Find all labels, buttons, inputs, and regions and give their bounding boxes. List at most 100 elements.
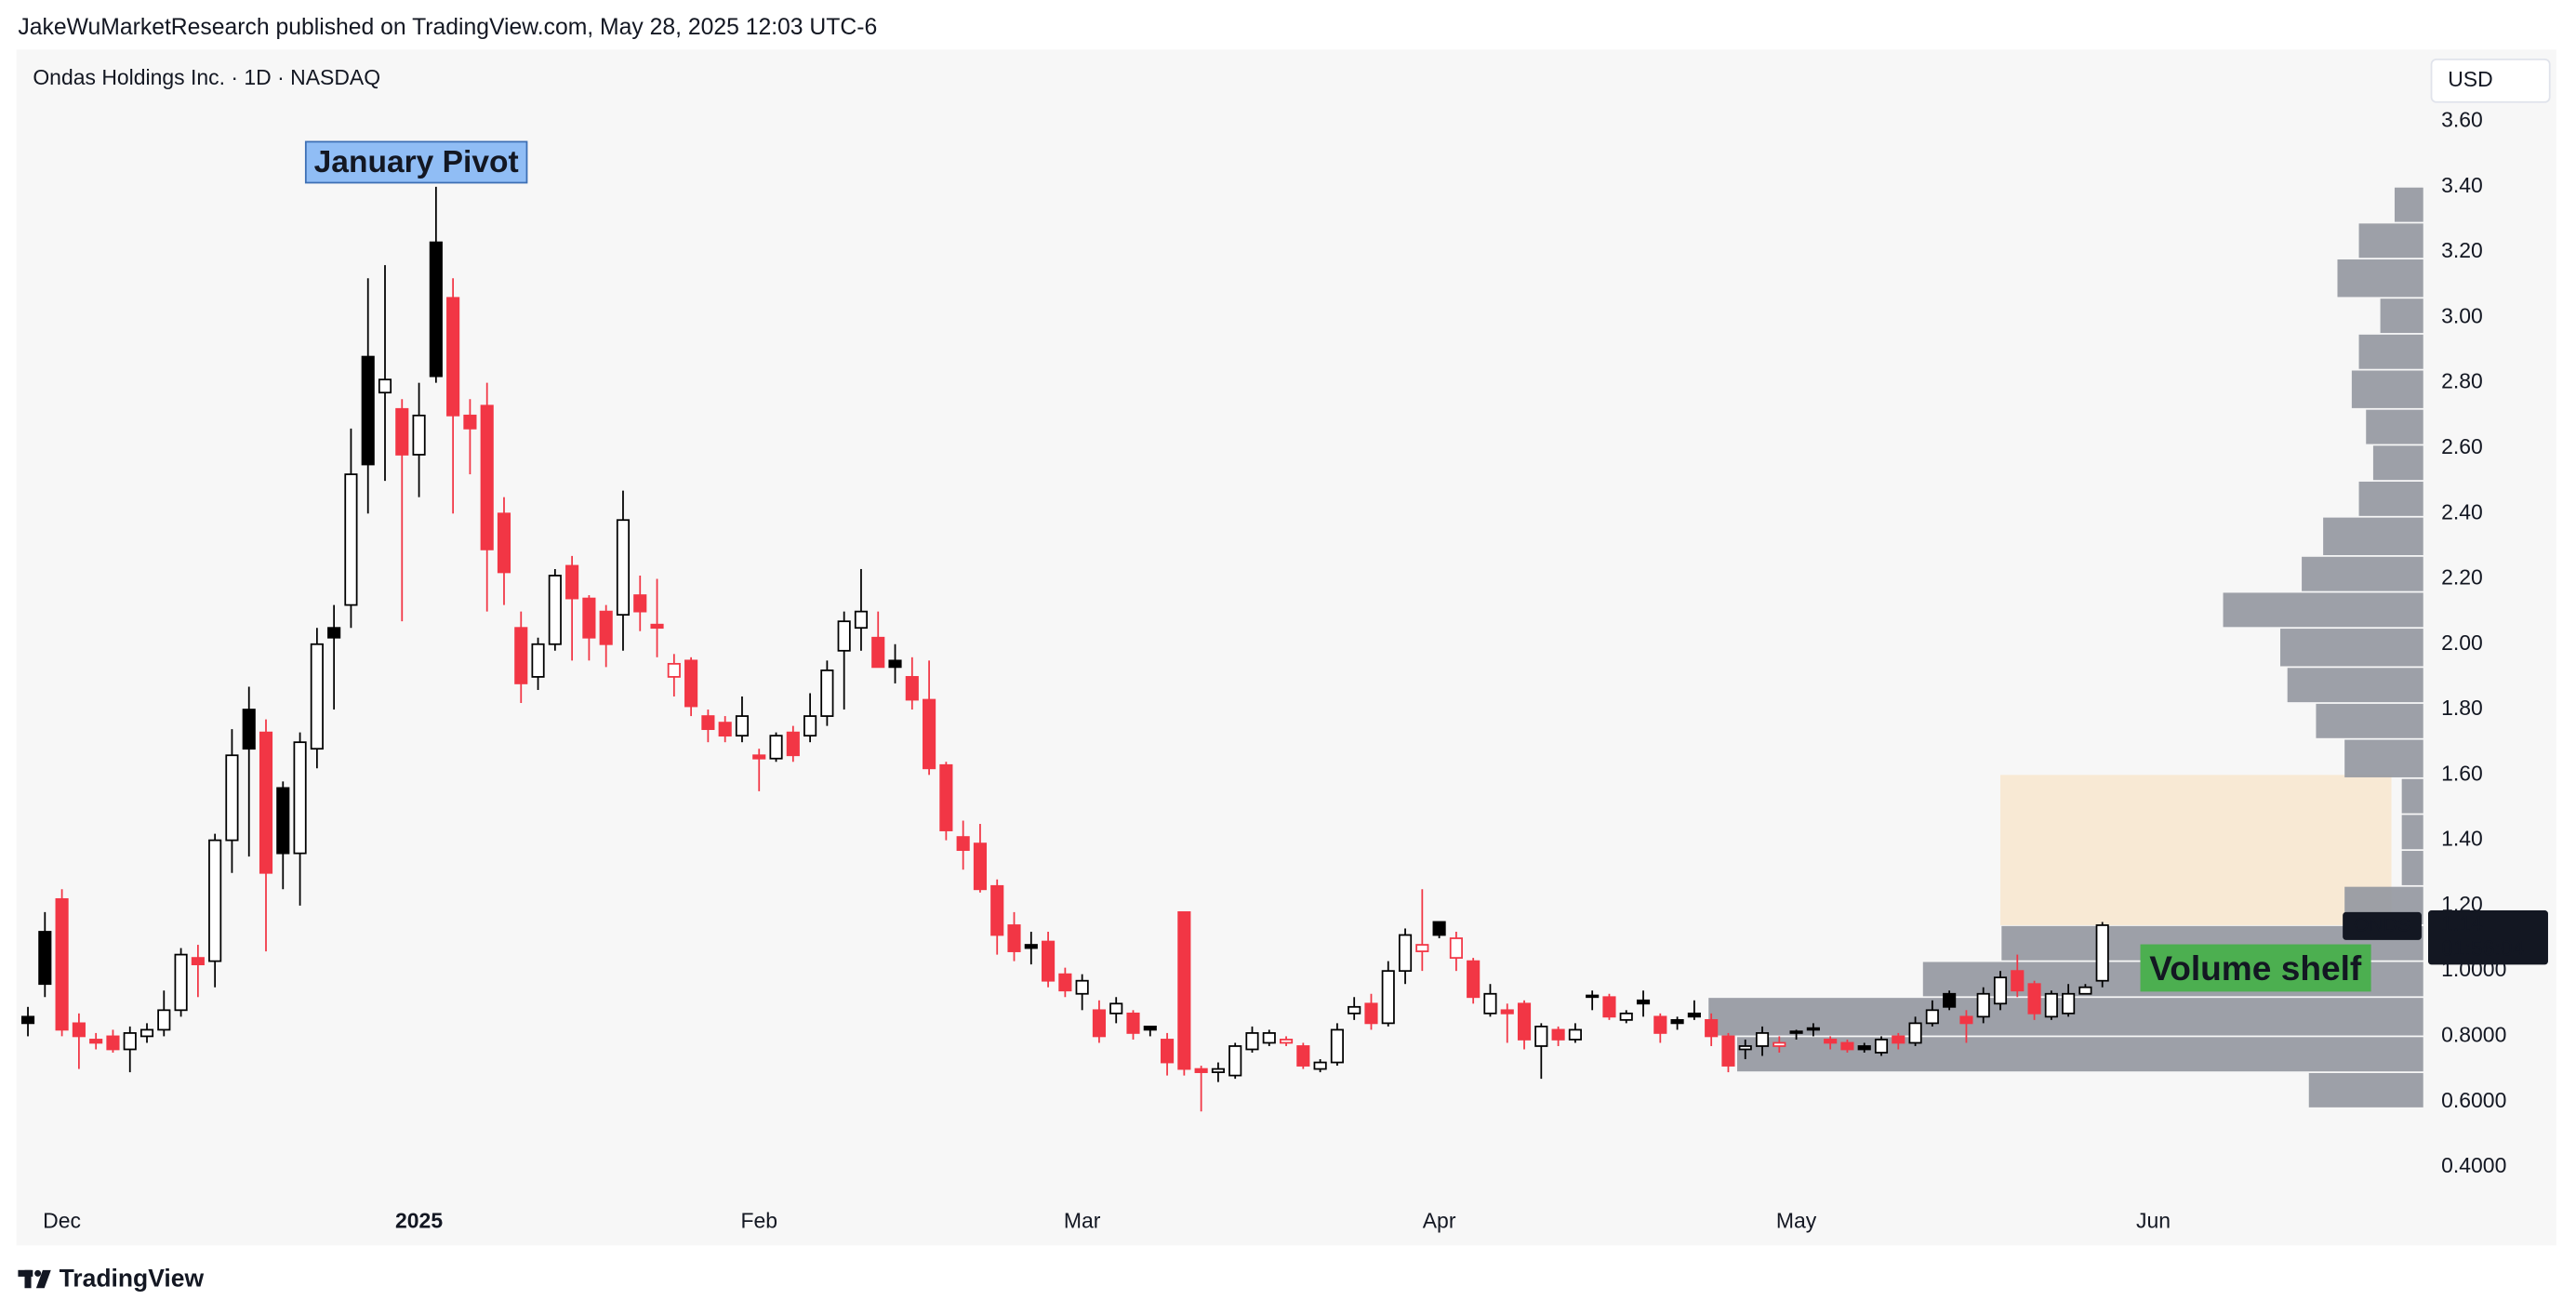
candle-body (650, 623, 664, 630)
volume-profile-bar (2316, 703, 2423, 738)
candle-body (1500, 1009, 1514, 1015)
candle-body (344, 473, 358, 606)
candle-body (310, 643, 324, 750)
candle-body (1892, 1035, 1905, 1044)
candle-body (89, 1039, 103, 1044)
candle-body (463, 414, 477, 430)
candle-body (531, 643, 545, 678)
volume-profile-bar (2337, 259, 2423, 298)
candle-body (1432, 921, 1446, 936)
y-tick-label: 2.00 (2441, 630, 2483, 655)
candle-body (1228, 1045, 1242, 1077)
volume-profile-bar (2401, 815, 2423, 850)
chart-title: Ondas Holdings Inc. · 1D · NASDAQ (33, 65, 380, 89)
candle-body (1755, 1032, 1770, 1047)
candle-body (1653, 1015, 1667, 1034)
candle-body (1262, 1032, 1276, 1044)
y-tick-label: 2.20 (2441, 565, 2483, 590)
candle-body (1245, 1032, 1259, 1051)
annotation-text: January Pivot (314, 145, 519, 179)
currency-label[interactable]: USD (2448, 67, 2492, 91)
candle-body (293, 741, 307, 855)
annotation-box (304, 140, 528, 184)
currency-button[interactable] (2430, 58, 2551, 103)
candle-body (361, 355, 375, 466)
candle-body (1976, 992, 1990, 1018)
y-tick-label: 1.40 (2441, 827, 2483, 851)
candle-body (1789, 1030, 1803, 1034)
candle-body (1211, 1068, 1225, 1073)
candle-body (1993, 976, 2008, 1005)
candle-body (769, 735, 783, 760)
candle-body (973, 842, 988, 891)
y-tick-label: 2.60 (2441, 434, 2483, 458)
candle-body (191, 957, 205, 966)
y-tick-label: 0.4000 (2441, 1153, 2506, 1177)
x-tick-label: Feb (740, 1209, 777, 1233)
volume-profile-bar (2358, 223, 2423, 259)
candle-body (1517, 1002, 1532, 1041)
symbol-label: ONDS (2354, 914, 2410, 935)
candle-body (1857, 1045, 1871, 1051)
candle-body (1551, 1028, 1565, 1041)
candle-body (208, 839, 222, 962)
countdown: 01:56:04 (2441, 936, 2525, 961)
candle-body (106, 1035, 120, 1051)
candle-body (888, 659, 902, 669)
candle-body (139, 1028, 154, 1038)
candle-body (497, 512, 511, 574)
symbol-tag (2343, 911, 2422, 940)
candle-body (1705, 1018, 1719, 1038)
candle-body (1806, 1027, 1820, 1031)
x-tick-label: Apr (1423, 1209, 1456, 1233)
candle-body (923, 698, 936, 770)
candle-body (242, 709, 256, 750)
x-tick-label: 2025 (395, 1209, 443, 1233)
candle-body (1364, 1002, 1378, 1025)
candle-body (2027, 983, 2041, 1015)
candle-body (582, 597, 596, 639)
candle-body (157, 1009, 171, 1031)
candle-body (514, 627, 528, 684)
candle-body (633, 594, 647, 613)
candle-body (1058, 973, 1072, 992)
candle-body (1568, 1028, 1582, 1041)
brand-name: TradingView (60, 1264, 205, 1292)
candle-body (412, 414, 426, 456)
candle-body (1483, 992, 1497, 1015)
candle-body (1042, 940, 1056, 982)
publish-note: JakeWuMarketResearch published on Tradin… (18, 15, 877, 40)
y-tick-label: 0.6000 (2441, 1088, 2506, 1112)
tradingview-logo (18, 1269, 51, 1289)
candle-body (1959, 1015, 1973, 1025)
candle-body (701, 715, 715, 731)
candle-body (1824, 1039, 1838, 1044)
volume-profile-bar (2223, 592, 2423, 628)
volume-profile-bar (2308, 1072, 2423, 1107)
candle-body (1313, 1061, 1327, 1070)
candle-body (327, 627, 341, 639)
candle-body (752, 754, 766, 760)
volume-profile-bar (2351, 370, 2423, 408)
candle-body (1840, 1041, 1854, 1051)
y-tick-label: 1.80 (2441, 696, 2483, 720)
annotation: January Pivot (304, 140, 528, 184)
last-price: 1.14 (2441, 911, 2483, 935)
candle-body (1773, 1041, 1786, 1047)
candle-body (446, 297, 460, 417)
y-tick-label: 3.40 (2441, 173, 2483, 197)
candle-body (786, 731, 800, 757)
candle-body (854, 610, 869, 630)
candle-body (837, 620, 851, 652)
candle-body (548, 575, 562, 645)
candle-body (1177, 911, 1191, 1070)
candle-body (684, 659, 698, 708)
volume-profile-bar (2366, 409, 2423, 444)
y-tick-label: 1.60 (2441, 761, 2483, 785)
y-tick-label: 3.00 (2441, 303, 2483, 327)
candle-body (667, 662, 681, 678)
candle-body (225, 754, 239, 842)
candle-body (38, 931, 52, 986)
volume-profile-bar (2323, 517, 2423, 556)
